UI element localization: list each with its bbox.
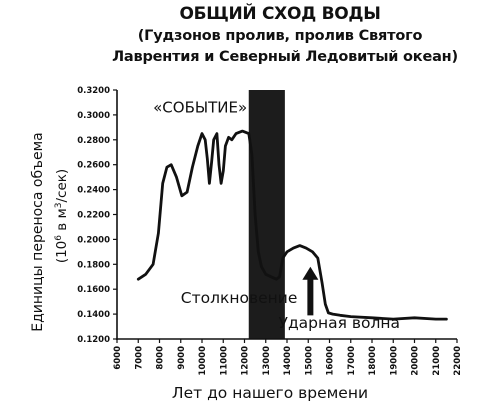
- x-tick-label: 11000: [219, 346, 229, 376]
- x-tick-label: 19000: [389, 346, 399, 376]
- x-axis-label: Лет до нашего времени: [172, 384, 368, 402]
- x-tick-label: 15000: [304, 346, 314, 376]
- y-tick-label: 0.1200: [77, 335, 110, 345]
- chart-subtitle-line-1: (Гудзонов пролив, пролив Святого: [137, 28, 423, 44]
- y-tick-label: 0.1800: [77, 260, 110, 270]
- y-tick-label: 0.3200: [77, 86, 110, 96]
- collision-label: Столкновение: [181, 289, 298, 307]
- chart-subtitle-line-2: Лаврентия и Северный Ледовитый океан): [112, 49, 458, 65]
- y-tick-label: 0.2600: [77, 161, 110, 171]
- chart-title: ОБЩИЙ СХОД ВОДЫ: [179, 4, 381, 24]
- y-tick-label: 0.2200: [77, 211, 110, 221]
- x-tick-label: 17000: [347, 346, 357, 376]
- x-tick-label: 9000: [177, 346, 187, 370]
- x-tick-label: 8000: [156, 346, 166, 370]
- x-tick-label: 7000: [134, 346, 144, 370]
- y-tick-label: 0.2400: [77, 186, 110, 196]
- x-tick-label: 14000: [283, 346, 293, 376]
- x-tick-label: 20000: [411, 346, 421, 376]
- x-tick-label: 12000: [241, 346, 251, 376]
- x-tick-label: 13000: [262, 346, 272, 376]
- x-tick-label: 22000: [453, 346, 463, 376]
- y-tick-label: 0.2000: [77, 235, 110, 245]
- x-tick-label: 21000: [432, 346, 442, 376]
- x-tick-label: 10000: [198, 346, 208, 376]
- series-line: [136, 129, 448, 321]
- shock-wave-label: Ударная волна: [279, 314, 401, 332]
- event-label: «СОБЫТИЕ»: [153, 98, 247, 116]
- x-tick-label: 6000: [113, 346, 123, 370]
- y-tick-label: 0.3000: [77, 111, 110, 121]
- arrow-head: [302, 266, 319, 280]
- x-tick-label: 16000: [326, 346, 336, 376]
- y-axis-label-line-1: Единицы переноса объема: [30, 132, 46, 331]
- y-tick-label: 0.1400: [77, 310, 110, 320]
- y-tick-label: 0.2800: [77, 136, 110, 146]
- x-tick-label: 18000: [368, 346, 378, 376]
- y-axis-label-line-2: (106 в м3/сек): [54, 169, 70, 263]
- y-tick-label: 0.1600: [77, 285, 110, 295]
